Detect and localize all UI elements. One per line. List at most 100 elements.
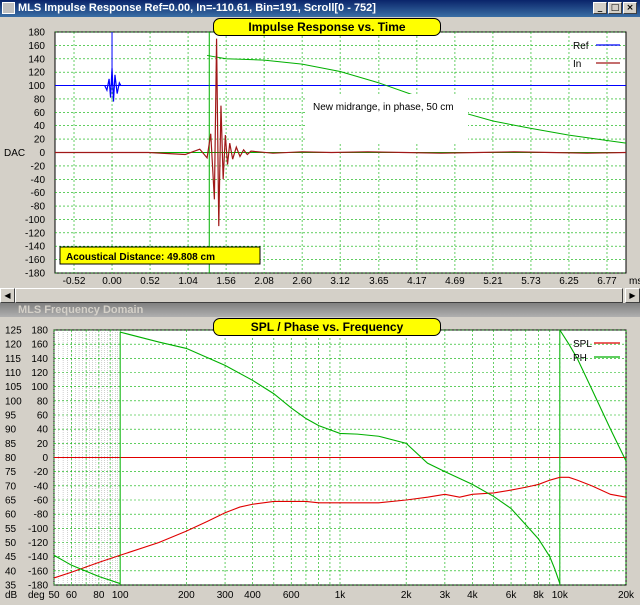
y-right-tick-label: 20 — [37, 439, 49, 450]
y-tick-label: 40 — [34, 121, 46, 132]
y-right-tick-label: 40 — [37, 425, 49, 436]
y-right-tick-label: -180 — [28, 581, 48, 592]
frequency-window: MLS Frequency Domain 125 180 120 160 115 140 1… — [0, 303, 640, 605]
x-tick-label: 3.12 — [330, 276, 350, 287]
y-left-tick-label: 75 — [5, 467, 17, 478]
x-axis-unit: ms — [629, 276, 640, 287]
app-icon — [2, 2, 15, 14]
y-tick-label: 160 — [28, 41, 45, 52]
x-tick-label: 300 — [217, 590, 234, 601]
y-tick-label: -40 — [31, 175, 46, 186]
scroll-thumb[interactable] — [15, 288, 623, 303]
y-tick-label: 60 — [34, 108, 46, 119]
x-tick-label: 20k — [618, 590, 635, 601]
x-tick-label: 60 — [66, 590, 78, 601]
legend-label-ph: PH — [573, 353, 587, 364]
x-tick-label: 3k — [440, 590, 452, 601]
y-right-tick-label: -140 — [28, 552, 48, 563]
y-left-tick-label: 50 — [5, 538, 17, 549]
x-tick-label: 3.65 — [369, 276, 389, 287]
x-tick-label: 6.77 — [597, 276, 617, 287]
minimize-icon[interactable]: _ — [593, 2, 607, 14]
y-tick-label: -160 — [25, 255, 45, 266]
scroll-right-icon[interactable]: ▶ — [625, 288, 640, 303]
x-tick-label: 600 — [283, 590, 300, 601]
y-left-tick-label: 120 — [5, 340, 22, 351]
x-tick-label: 1k — [335, 590, 347, 601]
y-tick-label: 100 — [28, 81, 45, 92]
impulse-plot-title: Impulse Response vs. Time — [213, 18, 441, 36]
x-tick-label: 400 — [244, 590, 261, 601]
y-left-tick-label: 40 — [5, 566, 17, 577]
x-tick-label: 0.52 — [140, 276, 160, 287]
x-tick-label: 100 — [112, 590, 129, 601]
annotation-box — [305, 94, 468, 142]
y-tick-label: 80 — [34, 94, 46, 105]
series-in — [55, 38, 627, 227]
y-tick-label: -60 — [31, 188, 46, 199]
frequency-window-title: MLS Frequency Domain — [18, 304, 144, 316]
y-right-tick-label: -60 — [34, 496, 49, 507]
x-tick-label: 2k — [401, 590, 413, 601]
y-right-tick-label: -120 — [28, 538, 48, 549]
series-ref — [104, 68, 122, 102]
y-left-tick-label: 35 — [5, 581, 17, 592]
y-tick-label: -180 — [25, 269, 45, 280]
y-left-tick-label: 100 — [5, 396, 22, 407]
y-axis-label: DAC — [4, 148, 25, 159]
y-right-tick-label: 80 — [37, 396, 49, 407]
right-unit-label: deg — [28, 590, 45, 601]
impulse-chart: 180 160 140 120 100 80 60 40 20 0 -20 -40 -60 -80 -100… — [4, 28, 640, 288]
x-tick-label: 2.60 — [292, 276, 312, 287]
y-tick-label: -120 — [25, 228, 45, 239]
legend-label-spl: SPL — [573, 339, 592, 350]
x-tick-label: 80 — [93, 590, 105, 601]
frequency-plot-title: SPL / Phase vs. Frequency — [213, 318, 441, 336]
x-tick-label: 5.73 — [521, 276, 541, 287]
y-left-tick-label: 90 — [5, 425, 17, 436]
impulse-window-title: MLS Impulse Response Ref=0.00, In=-110.6… — [18, 2, 376, 14]
frequency-chart: 125 180 120 160 115 140 110 120 105 100 100 80 95 60 9… — [5, 326, 635, 602]
x-tick-label: 0.00 — [102, 276, 122, 287]
y-tick-label: -100 — [25, 215, 45, 226]
y-right-tick-label: 180 — [31, 326, 48, 337]
y-left-tick-label: 110 — [5, 368, 21, 379]
y-right-tick-label: 120 — [31, 368, 48, 379]
y-left-tick-label: 65 — [5, 496, 17, 507]
x-tick-label: 6k — [506, 590, 518, 601]
series-spl — [53, 476, 627, 579]
y-tick-label: 20 — [34, 135, 46, 146]
y-right-tick-label: -80 — [34, 510, 49, 521]
y-tick-label: -140 — [25, 242, 45, 253]
x-tick-label: 8k — [533, 590, 545, 601]
scroll-left-icon[interactable]: ◀ — [0, 288, 15, 303]
y-left-tick-label: 105 — [5, 382, 22, 393]
time-scrollbar[interactable]: ◀ ▶ — [0, 288, 640, 303]
series-phase-segment-2 — [559, 329, 627, 462]
maximize-icon[interactable]: □ — [608, 2, 622, 14]
frequency-title-bar[interactable]: MLS Frequency Domain — [0, 303, 640, 317]
x-tick-label: 4k — [467, 590, 479, 601]
close-icon[interactable]: × — [623, 2, 637, 14]
y-right-tick-label: 100 — [31, 382, 48, 393]
y-right-tick-label: 0 — [42, 453, 48, 464]
annotation-text: New midrange, in phase, 50 cm — [313, 102, 454, 113]
y-tick-label: 180 — [28, 28, 45, 39]
y-tick-label: -80 — [31, 202, 46, 213]
y-left-tick-label: 45 — [5, 552, 17, 563]
y-right-tick-label: -100 — [28, 524, 48, 535]
series-ph — [120, 331, 561, 584]
y-left-tick-label: 70 — [5, 481, 17, 492]
x-tick-label: 1.04 — [178, 276, 198, 287]
x-tick-label: 4.69 — [445, 276, 465, 287]
y-left-tick-label: 95 — [5, 411, 17, 422]
x-tick-label: 6.25 — [559, 276, 579, 287]
impulse-window: MLS Impulse Response Ref=0.00, In=-110.6… — [0, 0, 640, 288]
y-left-tick-label: 125 — [5, 326, 22, 337]
y-right-tick-label: -20 — [34, 467, 49, 478]
x-tick-label: -0.52 — [63, 276, 86, 287]
distance-box — [59, 246, 261, 265]
impulse-title-bar[interactable]: MLS Impulse Response Ref=0.00, In=-110.6… — [0, 0, 640, 17]
y-tick-label: -20 — [31, 161, 46, 172]
x-tick-label: 4.17 — [407, 276, 427, 287]
